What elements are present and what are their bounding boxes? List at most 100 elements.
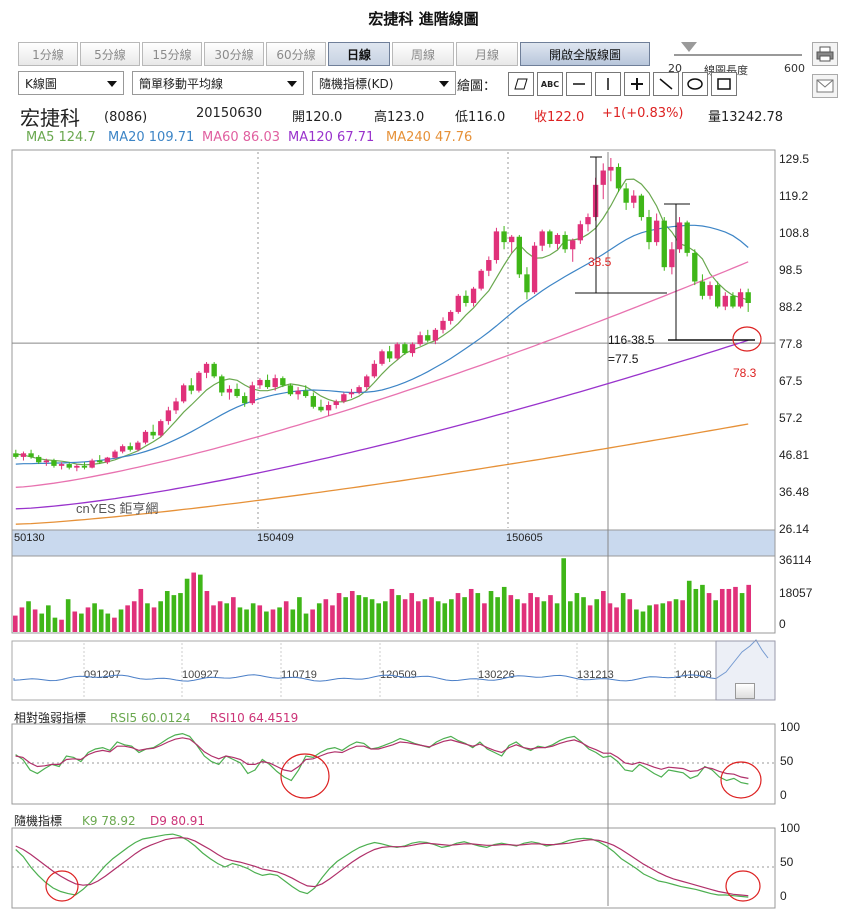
- volume-bar: [719, 588, 725, 632]
- volume-bar: [653, 604, 659, 632]
- rsi10-line: [15, 737, 749, 779]
- volume-tick-label: 0: [779, 617, 786, 631]
- tab-60min[interactable]: 60分線: [266, 42, 326, 66]
- tab-daily[interactable]: 日線: [328, 42, 390, 66]
- candle-body: [737, 292, 744, 307]
- k9-line: [15, 833, 749, 898]
- volume-bar: [726, 588, 732, 632]
- volume-bar: [270, 609, 276, 632]
- volume-bar: [607, 603, 613, 632]
- chart-type-select[interactable]: K線圖: [18, 71, 124, 95]
- volume-bar: [455, 593, 461, 632]
- tab-weekly[interactable]: 周線: [392, 42, 454, 66]
- candle-body: [577, 224, 584, 241]
- d9-legend: D9 80.91: [150, 814, 205, 828]
- volume-bar: [112, 617, 117, 632]
- annotation-78-3: 78.3: [733, 366, 757, 380]
- volume-bar: [429, 597, 434, 632]
- diagonal-line-icon[interactable]: [653, 72, 679, 96]
- volume-bar: [39, 613, 45, 632]
- candle-body: [66, 464, 72, 468]
- tab-1min[interactable]: 1分線: [18, 42, 78, 66]
- candle-body: [211, 363, 217, 377]
- volume-bar: [224, 603, 230, 632]
- volume-bar: [316, 603, 322, 632]
- ma-type-select[interactable]: 簡單移動平均線: [132, 71, 304, 95]
- volume-bar: [640, 611, 646, 632]
- date-axis: 50130 150409 150605: [14, 532, 543, 544]
- candle-body: [165, 410, 172, 422]
- overview-scroll-handle[interactable]: [735, 683, 755, 699]
- date-tick-label: 150605: [506, 532, 543, 544]
- rectangle-icon[interactable]: [711, 72, 737, 96]
- volume-bar: [449, 599, 454, 632]
- candle-body: [707, 285, 713, 296]
- candle-body: [348, 392, 355, 395]
- quote-date: 20150630: [196, 106, 263, 121]
- volume-bar: [515, 599, 520, 632]
- candle-body: [623, 188, 629, 203]
- chart-type-value: K線圖: [25, 76, 57, 91]
- tab-monthly[interactable]: 月線: [456, 42, 518, 66]
- volume-bar: [171, 595, 177, 632]
- candle-body: [364, 376, 370, 388]
- candle-body: [112, 451, 118, 458]
- candle-body: [425, 335, 431, 341]
- quote-change: +1(+0.83%): [602, 106, 684, 121]
- candle-body: [142, 431, 149, 443]
- candle-body: [249, 385, 255, 404]
- slider-knob[interactable]: [681, 42, 697, 52]
- candle-body: [501, 231, 507, 243]
- printer-icon[interactable]: [812, 42, 838, 66]
- indicator-select[interactable]: 隨機指標(KD): [312, 71, 456, 95]
- rsi5-legend: RSI5 60.0124: [110, 711, 191, 725]
- volume-bar: [488, 591, 494, 632]
- slider-track: [674, 54, 802, 56]
- abc-text-icon[interactable]: ABC: [537, 72, 563, 96]
- candle-body: [547, 231, 553, 244]
- candle-body: [524, 274, 530, 293]
- candle-body: [264, 379, 271, 388]
- mail-icon[interactable]: [812, 74, 838, 98]
- volume-bar: [343, 597, 348, 632]
- volume-bar: [277, 607, 282, 632]
- volume-bar: [482, 603, 487, 632]
- rsi-indicator: 100 50 0: [12, 720, 800, 802]
- volume-bar: [376, 603, 382, 632]
- rsi-tick-label: 0: [780, 788, 787, 802]
- volume-bar: [349, 591, 355, 632]
- volume-bar: [647, 605, 652, 632]
- candle-body: [81, 465, 88, 468]
- volume-tick-label: 18057: [779, 586, 813, 600]
- candle-body: [51, 460, 57, 466]
- horizontal-line-icon[interactable]: [566, 72, 592, 96]
- volume-bar: [680, 600, 685, 632]
- price-tick-label: 36.48: [779, 485, 809, 499]
- volume-bar: [541, 601, 547, 632]
- ma120-line: [15, 339, 749, 510]
- volume-bar: [72, 611, 78, 632]
- ma-type-value: 簡單移動平均線: [139, 76, 224, 91]
- volume-bar: [158, 601, 163, 632]
- candle-body: [150, 431, 156, 436]
- rsi-low-circle: [280, 753, 330, 799]
- chevron-down-icon: [287, 81, 297, 87]
- cross-icon[interactable]: [624, 72, 650, 96]
- tab-5min[interactable]: 5分線: [80, 42, 140, 66]
- kd-title: 隨機指標: [14, 813, 62, 828]
- volume-bar: [32, 609, 38, 632]
- vertical-line-icon[interactable]: [595, 72, 621, 96]
- candle-body: [570, 240, 576, 250]
- candle-body: [295, 390, 301, 395]
- ma240-legend: MA240 47.76: [386, 130, 473, 145]
- ellipse-icon[interactable]: [682, 72, 708, 96]
- volume-bar: [138, 588, 144, 632]
- price-tick-label: 108.8: [779, 226, 809, 240]
- open-fullscreen-chart-button[interactable]: 開啟全版線圖: [520, 42, 650, 66]
- indicator-value: 隨機指標(KD): [319, 76, 394, 91]
- tab-30min[interactable]: 30分線: [204, 42, 264, 66]
- volume-bar: [184, 578, 190, 632]
- tab-15min[interactable]: 15分線: [142, 42, 202, 66]
- eraser-icon[interactable]: [508, 72, 534, 96]
- volume-bar: [528, 593, 533, 632]
